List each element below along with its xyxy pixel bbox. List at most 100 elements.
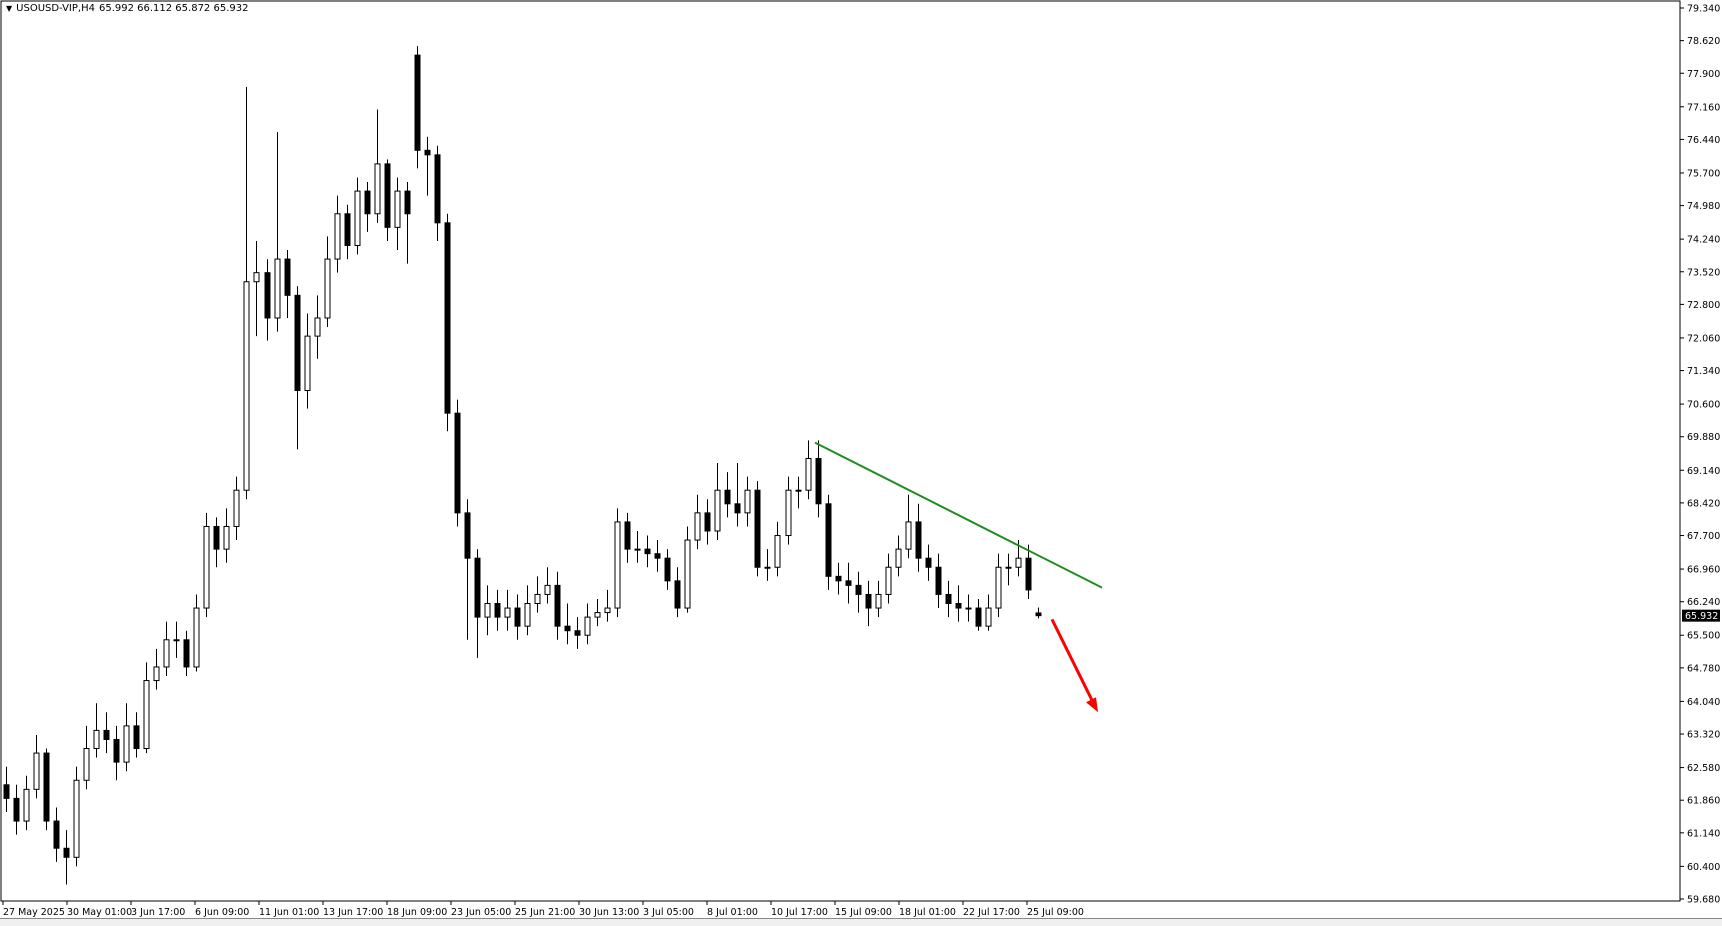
y-tick-label: 64.780 [1687,663,1720,674]
candle-bear [464,512,471,559]
y-tick-label: 60.400 [1687,862,1720,873]
candle-bear [474,557,481,618]
y-tick-label: 72.800 [1687,300,1720,311]
y-tick-label: 73.520 [1687,267,1720,278]
y-tick-label: 74.980 [1687,201,1720,212]
symbol-label: USOUSD-VIP,H4 [16,3,95,14]
y-tick-label: 67.700 [1687,531,1720,542]
candle-bear [955,603,962,609]
y-tick-label: 59.680 [1687,895,1720,906]
candle-bear [103,729,110,740]
candle-bear [294,294,301,392]
y-tick-label: 74.240 [1687,235,1720,246]
x-tick-label: 27 May 2025 [3,907,65,918]
candle-bull [73,779,80,858]
horizontal-scrollbar[interactable] [0,918,1722,926]
y-tick-label: 61.860 [1687,796,1720,807]
descending-trendline[interactable] [814,441,1103,589]
candle-bull [684,539,691,609]
candle-bull [805,457,812,491]
x-tick-label: 25 Jul 09:00 [1027,907,1084,918]
candle-bull [324,258,331,319]
candle-bear [414,54,421,151]
x-tick-label: 13 Jun 17:00 [323,907,383,918]
x-tick-label: 30 Jun 13:00 [579,907,639,918]
candle-bull [795,489,802,492]
candle-bear [654,553,661,559]
current-price-label: 65.932 [1685,611,1718,622]
y-tick-label: 78.620 [1687,36,1720,47]
x-tick-label: 23 Jun 05:00 [451,907,511,918]
y-tick-label: 63.320 [1687,730,1720,741]
candle-bear [574,630,581,636]
x-tick-label: 3 Jun 17:00 [131,907,185,918]
candle-bull [785,489,792,537]
candle-bear [935,566,942,595]
candle-bull [243,281,250,491]
y-tick-label: 62.580 [1687,763,1720,774]
candle-bear [404,190,411,215]
candle-bull [905,521,912,550]
candle-bull [985,607,992,627]
x-tick-label: 8 Jul 01:00 [707,907,758,918]
candle-bear [43,752,50,822]
candle-bull [193,607,200,668]
candle-bear [1025,557,1032,591]
y-tick-label: 69.880 [1687,432,1720,443]
y-tick-label: 79.340 [1687,4,1720,15]
x-tick-label: 3 Jul 05:00 [643,907,694,918]
candle-bull [885,566,892,595]
candle-bear [444,222,451,414]
candle-bull [143,680,150,750]
candle-bull [153,666,160,682]
candle-bear [915,521,922,559]
candle-bear [865,593,872,609]
x-tick-label: 18 Jul 01:00 [899,907,956,918]
candle-bull [1005,566,1012,569]
chart-header: ▼ USOUSD-VIP,H4 65.992 66.112 65.872 65.… [6,3,248,14]
y-tick-label: 70.600 [1687,400,1720,411]
candle-bull [995,566,1002,609]
candle-bull [354,190,361,246]
candle-bull [524,603,531,627]
candle-bear [835,575,842,582]
candle-bear [183,639,190,668]
candle-bull [764,566,771,569]
x-tick-label: 11 Jun 01:00 [259,907,319,918]
candle-bear [514,607,521,627]
candle-bull [374,163,381,215]
ohlc-readout: 65.992 66.112 65.872 65.932 [98,3,249,14]
candle-bull [534,593,541,605]
candle-bear [734,503,741,514]
candle-bear [364,190,371,215]
candle-bull [694,512,701,541]
x-tick-label: 10 Jul 17:00 [771,907,828,918]
x-tick-label: 30 May 01:00 [67,907,132,918]
bearish-arrow-shaft[interactable] [1050,618,1097,707]
candle-bull [614,521,621,609]
candle-bull [163,639,170,668]
candle-bull [233,489,240,527]
candle-bull [223,525,230,550]
candle-bull [895,548,902,568]
candle-bear [925,557,932,568]
candle-bear [754,489,761,568]
x-tick-label: 15 Jul 09:00 [835,907,892,918]
candle-bear [624,521,631,550]
candle-bear [454,412,461,514]
candle-bear [284,258,291,296]
candle-bull [253,272,260,283]
candle-bear [664,557,671,582]
candle-bull [504,607,511,618]
candle-bull [544,584,551,595]
candle-bear [53,820,60,849]
candle-bear [825,503,832,577]
candle-bear [855,584,862,595]
candle-bear [975,607,982,627]
candle-bull [23,788,30,822]
candle-bear [815,457,822,505]
current-price-badge [1682,609,1720,622]
triangle-down-icon[interactable]: ▼ [6,4,13,13]
candle-bull [334,213,341,260]
